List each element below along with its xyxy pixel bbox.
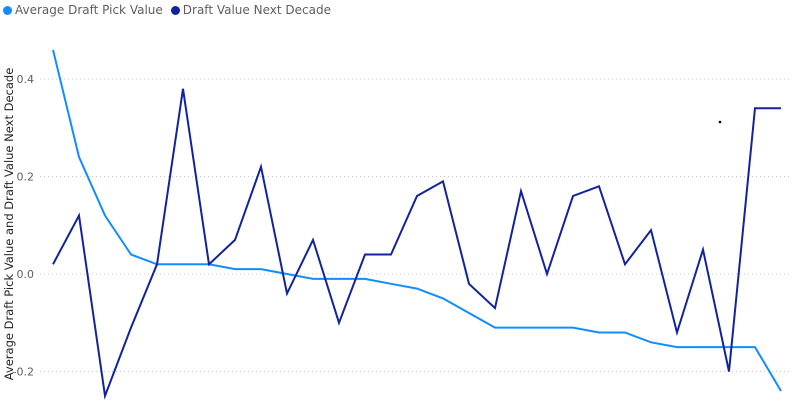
stray-dot [718, 120, 722, 124]
legend-marker-icon [170, 5, 180, 15]
series-lines [52, 49, 782, 400]
y-tick-label: -0.2 [13, 366, 34, 379]
legend-marker-icon [3, 5, 12, 15]
y-tick-label: 0.2 [17, 171, 35, 184]
series-line-draft-value-next-decade[interactable] [52, 88, 781, 400]
y-tick-label: 0.4 [17, 73, 35, 86]
legend-label: Average Draft Pick Value [15, 3, 163, 17]
legend-item-draft-value-next-decade[interactable]: Draft Value Next Decade [170, 3, 331, 17]
legend-item-average-draft-pick-value[interactable]: Average Draft Pick Value [3, 3, 163, 17]
y-axis-ticks: -0.2 0.0 0.2 0.4 [13, 73, 34, 379]
legend-label: Draft Value Next Decade [182, 3, 331, 17]
gridlines [40, 78, 790, 372]
legend: Average Draft Pick Value Draft Value Nex… [3, 3, 339, 17]
y-tick-label: 0.0 [17, 268, 35, 281]
series-line-average-draft-pick-value[interactable] [52, 49, 782, 392]
